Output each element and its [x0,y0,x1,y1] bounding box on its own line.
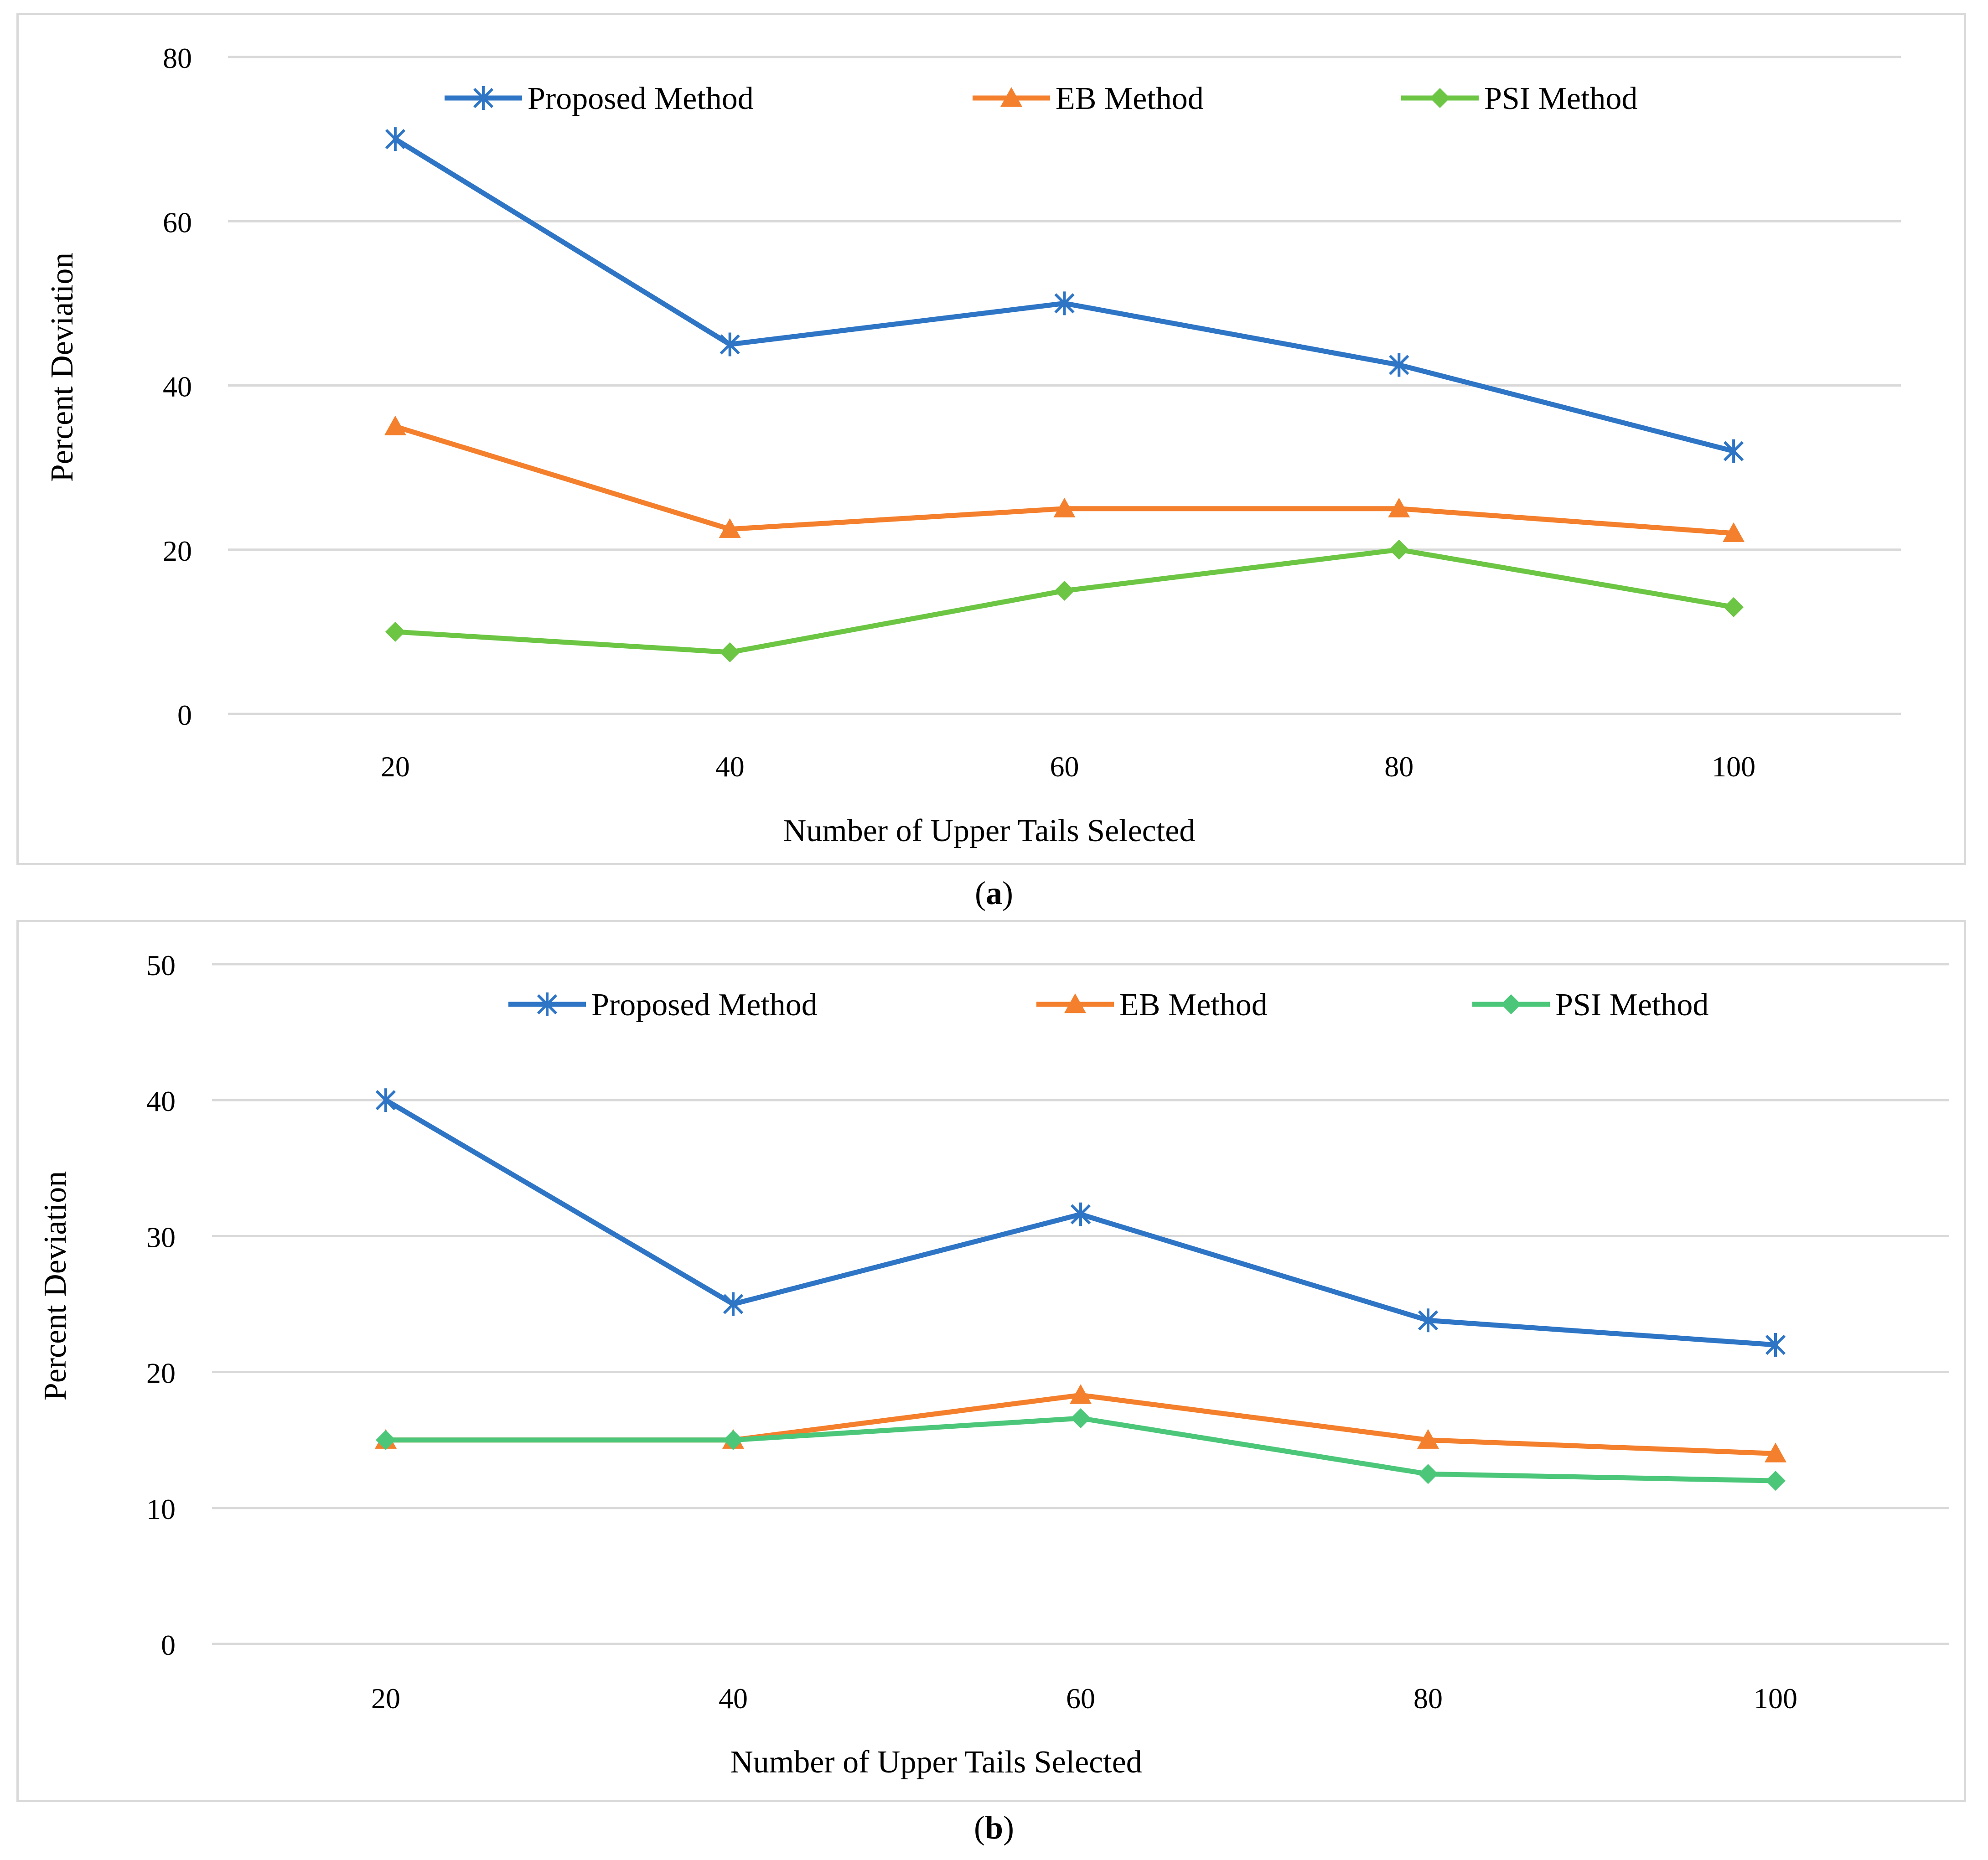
data-point-psi-method [723,1430,743,1450]
x-tick-label: 100 [1754,1682,1797,1715]
data-point-psi-method [1724,597,1744,617]
data-point-proposed-method [375,1088,396,1112]
data-point-proposed-method [1389,353,1409,377]
y-tick-label: 80 [163,42,192,74]
data-point-psi-method [385,621,405,642]
chart-a: 0 20 40 60 80 20 40 60 80 100 Number of Upper Tail… [45,42,1901,848]
data-point-eb-method [1723,522,1745,542]
series-proposed-method [375,1088,1786,1357]
x-tick-label: 80 [1384,750,1413,783]
legend-marker-proposed-method [473,86,494,110]
data-point-psi-method [1389,539,1409,560]
series-psi-method [385,539,1744,662]
data-point-proposed-method [1723,439,1744,463]
chart-panel-b: 0 10 20 30 40 50 20 40 60 80 100 Number of Upper Ta… [16,920,1966,1802]
x-tick-label: 20 [381,750,410,783]
legend-label: PSI Method [1555,987,1708,1023]
legend-marker-psi-method [1430,88,1450,108]
x-tick-label: 40 [719,1682,748,1715]
y-tick-label: 60 [163,206,192,238]
legend-marker-psi-method [1501,994,1521,1014]
legend-label: EB Method [1119,987,1268,1023]
legend-item-proposed-method: Proposed Method [508,987,818,1023]
data-point-eb-method [1417,1429,1439,1449]
x-tick-label: 60 [1066,1682,1095,1715]
legend-label: PSI Method [1484,81,1637,116]
data-point-proposed-method [1070,1202,1091,1226]
data-point-psi-method [720,642,740,662]
x-tick-label: 40 [715,750,745,783]
series-proposed-method [385,127,1744,463]
legend-marker-eb-method [1000,87,1022,107]
y-axis-title: Percent Deviation [45,253,80,482]
y-tick-label: 40 [146,1085,176,1117]
data-point-proposed-method [1765,1333,1786,1357]
data-point-eb-method [1070,1384,1092,1404]
data-point-eb-method [1765,1442,1786,1462]
data-point-psi-method [1071,1408,1091,1428]
x-tick-label: 60 [1050,750,1079,783]
x-axis-title: Number of Upper Tails Selected [783,813,1196,848]
data-point-proposed-method [723,1292,744,1316]
data-point-eb-method [1053,497,1076,517]
caption-a: (a) [975,875,1013,911]
legend-label: Proposed Method [528,81,754,116]
caption-b: (b) [973,1809,1014,1846]
data-point-eb-method [1388,497,1410,517]
y-tick-label: 0 [161,1629,176,1661]
series-eb-method [384,415,1745,542]
x-tick-label: 80 [1413,1682,1443,1715]
legend-marker-proposed-method [537,992,558,1016]
data-point-eb-method [384,415,406,435]
chart-panel-a: 0 20 40 60 80 20 40 60 80 100 Number of Upper Tail… [16,13,1966,865]
gridlines [212,963,1949,1645]
x-tick-label: 100 [1712,750,1755,783]
legend-item-psi-method: PSI Method [1472,987,1708,1023]
legend-item-proposed-method: Proposed Method [445,81,754,116]
y-tick-label: 0 [177,699,192,731]
data-point-proposed-method [720,332,740,356]
y-tick-label: 50 [146,949,176,982]
data-point-eb-method [719,518,741,538]
y-tick-label: 20 [146,1357,176,1390]
gridlines [228,56,1901,715]
x-axis-title: Number of Upper Tails Selected [730,1745,1142,1780]
y-tick-label: 30 [146,1221,176,1253]
series-line-psi-method [393,547,1736,655]
series-psi-method [376,1408,1786,1491]
y-tick-label: 40 [163,371,192,403]
legend-item-psi-method: PSI Method [1401,81,1637,116]
legend-label: Proposed Method [591,987,818,1023]
legend: Proposed Method EB Method PSI Method [445,81,1637,116]
data-point-psi-method [376,1430,396,1450]
data-point-psi-method [1054,580,1075,601]
data-point-proposed-method [1054,291,1075,315]
data-point-psi-method [1765,1471,1786,1491]
legend-marker-eb-method [1064,993,1086,1013]
data-point-proposed-method [1418,1308,1439,1333]
x-tick-label: 20 [371,1682,400,1715]
data-point-proposed-method [385,127,406,151]
legend-item-eb-method: EB Method [973,81,1204,116]
y-tick-label: 20 [163,535,192,567]
y-tick-label: 10 [146,1493,176,1525]
chart-b: 0 10 20 30 40 50 20 40 60 80 100 Number of Upper Ta… [38,949,1949,1780]
legend-label: EB Method [1056,81,1204,116]
y-axis-title: Percent Deviation [38,1171,73,1400]
data-point-psi-method [1418,1464,1438,1484]
legend: Proposed Method EB Method PSI Method [508,987,1708,1023]
legend-item-eb-method: EB Method [1036,987,1268,1023]
